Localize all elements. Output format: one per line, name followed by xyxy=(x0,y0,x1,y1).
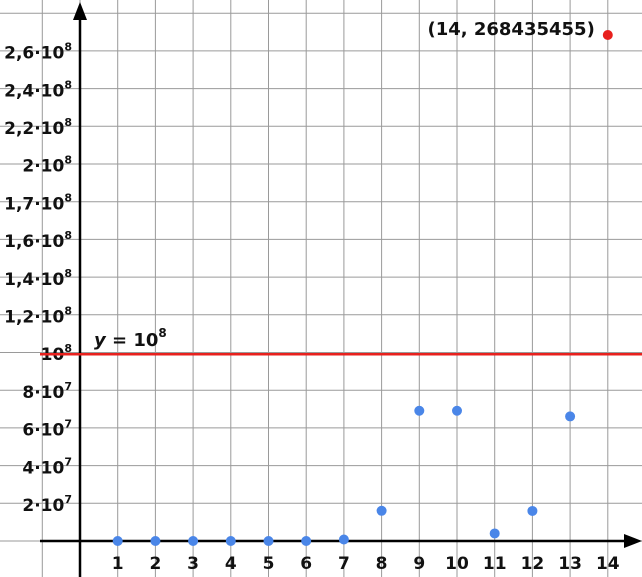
y-tick-label: 2,2·108 xyxy=(4,116,72,139)
y-axis-arrow-icon xyxy=(73,2,87,20)
data-point xyxy=(489,528,500,539)
y-tick-label: 4·107 xyxy=(22,455,72,478)
y-tick-label: 8·107 xyxy=(22,380,72,403)
x-axis-arrow-icon xyxy=(624,534,642,548)
y-tick-label: 2,4·108 xyxy=(4,78,72,101)
reference-line-group: y = 108 xyxy=(40,326,642,356)
x-tick-label: 11 xyxy=(483,554,507,574)
data-point xyxy=(263,536,274,546)
y-tick-label: 2·107 xyxy=(22,493,72,516)
x-tick-label: 6 xyxy=(300,554,312,574)
data-point xyxy=(527,505,538,516)
data-point xyxy=(414,405,425,416)
y-tick-labels: 2·1074·1076·1078·1071081,2·1081,4·1081,6… xyxy=(4,41,72,516)
data-point xyxy=(301,536,312,546)
y-tick-label: 2·108 xyxy=(22,154,72,177)
highlight-point-label: (14, 268435455) xyxy=(427,19,594,40)
x-tick-label: 12 xyxy=(521,554,545,574)
x-tick-label: 3 xyxy=(187,554,199,574)
x-tick-label: 4 xyxy=(225,554,237,574)
data-point xyxy=(376,505,387,516)
axes xyxy=(40,2,642,577)
y-tick-label: 1,6·108 xyxy=(4,229,72,252)
x-tick-labels: 1 2 3 4 5 6 7 8 9 10 11 12 13 14 xyxy=(112,554,620,574)
y-tick-label: 1,4·108 xyxy=(4,267,72,290)
x-tick-label: 13 xyxy=(558,554,582,574)
data-point xyxy=(112,536,123,546)
y-tick-label: 1,7·108 xyxy=(4,191,72,214)
reference-line-label: y = 108 xyxy=(94,326,167,351)
y-tick-label: 1,2·108 xyxy=(4,305,72,328)
data-point xyxy=(225,536,236,546)
x-tick-label: 8 xyxy=(376,554,388,574)
data-point xyxy=(452,405,462,416)
data-point xyxy=(565,411,576,422)
y-tick-label: 6·107 xyxy=(22,418,72,441)
y-tick-label: 2,6·108 xyxy=(4,41,72,64)
x-tick-label: 2 xyxy=(149,554,161,574)
data-point xyxy=(150,536,161,546)
data-point xyxy=(188,536,199,546)
x-tick-label: 14 xyxy=(596,554,620,574)
data-point xyxy=(338,534,349,545)
highlight-group: (14, 268435455) xyxy=(427,19,613,40)
x-tick-label: 9 xyxy=(413,554,425,574)
highlight-point xyxy=(602,30,613,40)
data-points xyxy=(112,405,576,546)
x-tick-label: 10 xyxy=(445,554,469,574)
x-tick-label: 7 xyxy=(338,554,350,574)
x-tick-label: 1 xyxy=(112,554,124,574)
x-tick-label: 5 xyxy=(263,554,275,574)
